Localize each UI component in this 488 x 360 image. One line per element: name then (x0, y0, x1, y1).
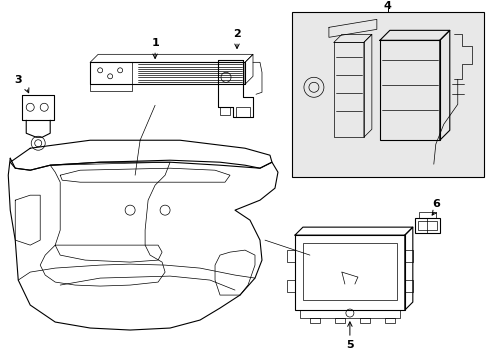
Bar (418, 212, 435, 218)
Bar (286, 280, 294, 292)
Bar (303, 243, 396, 300)
Bar (291, 12, 483, 177)
Bar (404, 280, 412, 292)
Text: 6: 6 (431, 199, 439, 209)
Text: 1: 1 (151, 38, 159, 48)
Bar (414, 218, 439, 233)
Bar (236, 107, 249, 117)
Bar (384, 318, 394, 323)
Text: 3: 3 (15, 75, 22, 85)
Bar (334, 318, 344, 323)
Bar (90, 62, 244, 84)
Bar (294, 235, 404, 310)
Bar (286, 250, 294, 262)
Text: 4: 4 (383, 1, 391, 12)
Bar (220, 107, 229, 115)
Bar (299, 310, 399, 318)
Bar (379, 40, 439, 140)
Text: 2: 2 (233, 30, 241, 39)
Bar (309, 318, 319, 323)
Bar (417, 221, 436, 230)
Bar (404, 250, 412, 262)
Bar (90, 84, 132, 91)
Bar (359, 318, 369, 323)
Text: 5: 5 (346, 340, 353, 350)
